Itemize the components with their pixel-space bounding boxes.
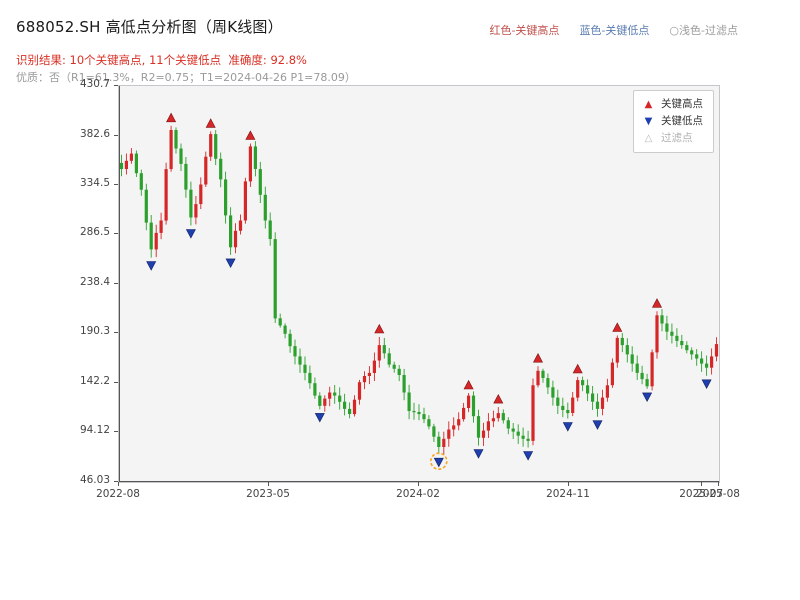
x-tick-label: 2024-02 [396, 488, 440, 500]
header-legend: 红色-关键高点 蓝色-关键低点 ○浅色-过滤点 [489, 22, 738, 38]
triangle-down-icon: ▼ [644, 116, 653, 127]
legend-item-label: 过滤点 [661, 132, 693, 144]
filtered-point-circle [429, 452, 448, 471]
y-tick-label: 190.3 [79, 325, 110, 338]
header-legend-item: 蓝色-关键低点 [579, 24, 650, 37]
key-low-marker [523, 451, 534, 461]
chart-area: ▲ 关键高点 ▼ 关键低点 △ 过滤点 [118, 85, 720, 483]
key-high-marker [533, 353, 543, 363]
key-low-marker [642, 392, 653, 403]
key-high-marker [493, 393, 504, 404]
y-tick-mark [114, 85, 118, 86]
y-tick-mark [114, 233, 118, 235]
key-low-marker [225, 258, 236, 269]
y-tick-mark [114, 184, 118, 186]
key-high-marker [572, 363, 583, 374]
plot-legend: ▲ 关键高点 ▼ 关键低点 △ 过滤点 [633, 90, 714, 153]
key-low-marker [433, 457, 444, 468]
y-tick-mark [114, 431, 118, 433]
y-tick-mark [114, 134, 118, 136]
recognition-result-text: 识别结果: 10个关键高点, 11个关键低点 准确度: 92.8% [16, 53, 307, 67]
key-point-markers [146, 112, 712, 468]
y-tick-mark [114, 282, 118, 284]
x-tick-mark [418, 482, 419, 486]
y-tick-mark [114, 381, 118, 383]
x-tick-mark [118, 482, 119, 486]
key-low-marker [562, 422, 573, 432]
x-tick-label: 2023-05 [246, 488, 290, 500]
page-title: 688052.SH 高低点分析图（周K线图） [16, 18, 283, 36]
triangle-up-icon: ▲ [644, 99, 653, 110]
key-high-marker [652, 298, 662, 308]
legend-item-label: 关键高点 [661, 98, 703, 110]
y-tick-label: 382.6 [79, 127, 110, 140]
key-high-marker [374, 323, 385, 334]
key-low-marker [314, 413, 325, 423]
key-low-marker [146, 261, 157, 271]
legend-item: △ 过滤点 [642, 130, 703, 147]
key-low-marker [185, 229, 196, 239]
legend-item: ▲ 关键高点 [642, 96, 703, 113]
y-tick-label: 142.2 [79, 374, 110, 387]
y-tick-label: 334.5 [79, 177, 110, 190]
y-tick-label: 238.4 [79, 275, 110, 288]
key-low-marker [592, 420, 603, 430]
candlestick-svg [119, 86, 719, 482]
key-high-marker [612, 322, 623, 332]
candlesticks [119, 125, 719, 456]
key-high-marker [245, 130, 256, 140]
x-tick-mark [568, 482, 569, 486]
key-high-marker [166, 112, 177, 123]
x-tick-label: 2022-08 [96, 488, 140, 500]
key-high-marker [205, 118, 216, 128]
x-tick-mark [268, 482, 269, 486]
x-tick-label: 2025-07 [679, 488, 724, 500]
y-tick-label: 430.7 [79, 78, 110, 90]
header-legend-item: ○浅色-过滤点 [669, 24, 738, 37]
key-low-marker [701, 379, 712, 389]
y-tick-mark [114, 332, 118, 334]
y-tick-label: 46.03 [79, 474, 110, 486]
x-tick-label: 2025-08 [696, 488, 740, 500]
header-legend-item: 红色-关键高点 [489, 24, 560, 37]
quality-text: 优质：否（R1=61.3%，R2=0.75；T1=2024-04-26 P1=7… [16, 71, 356, 84]
legend-item: ▼ 关键低点 [642, 113, 703, 130]
x-tick-mark [701, 482, 703, 486]
key-low-marker [473, 449, 484, 459]
x-tick-label: 2024-11 [546, 488, 590, 500]
y-tick-label: 286.5 [79, 226, 110, 239]
key-high-marker [463, 379, 474, 390]
triangle-hollow-icon: △ [644, 133, 653, 144]
x-tick-mark [718, 482, 719, 486]
legend-item-label: 关键低点 [661, 115, 703, 127]
y-tick-mark [114, 481, 118, 482]
y-tick-label: 94.12 [79, 424, 110, 437]
